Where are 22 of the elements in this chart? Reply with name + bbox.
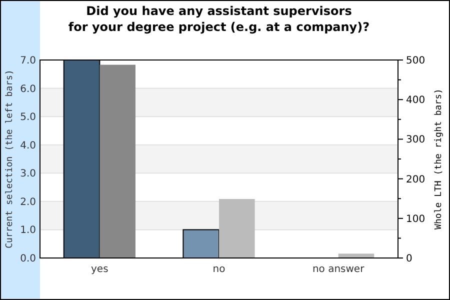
x-tick-label: no [212, 264, 226, 275]
y-tick-label: 0.0 [20, 254, 36, 264]
y-tick-label: 5.0 [20, 112, 36, 124]
y-tick-label: 4.0 [20, 140, 36, 152]
y2-axis-title: Whole LTH (the right bars) [434, 88, 444, 230]
y-tick-label: 7.0 [20, 56, 36, 66]
y2-tick-label: 400 [406, 95, 426, 106]
y2-tick-label: 100 [406, 214, 426, 225]
y-tick-label: 3.0 [20, 168, 36, 180]
y2-tick-label: 300 [406, 134, 426, 146]
y-tick-label: 2.0 [20, 196, 36, 208]
x-tick-label: yes [91, 264, 108, 275]
y-tick-label: 6.0 [20, 84, 36, 95]
chart-title: Did you have any assistant supervisors for your degree project (e.g. at a company)? [68, 4, 370, 34]
bar [338, 254, 374, 258]
y-axis-title: Current selection (the left bars) [5, 70, 15, 248]
y-tick-label: 1.0 [20, 225, 36, 236]
y2-tick-label: 0 [406, 254, 412, 264]
x-tick-label: no answer [312, 264, 366, 275]
y2-tick-label: 500 [406, 56, 426, 66]
bar [219, 198, 255, 258]
y2-tick-label: 200 [406, 174, 426, 186]
